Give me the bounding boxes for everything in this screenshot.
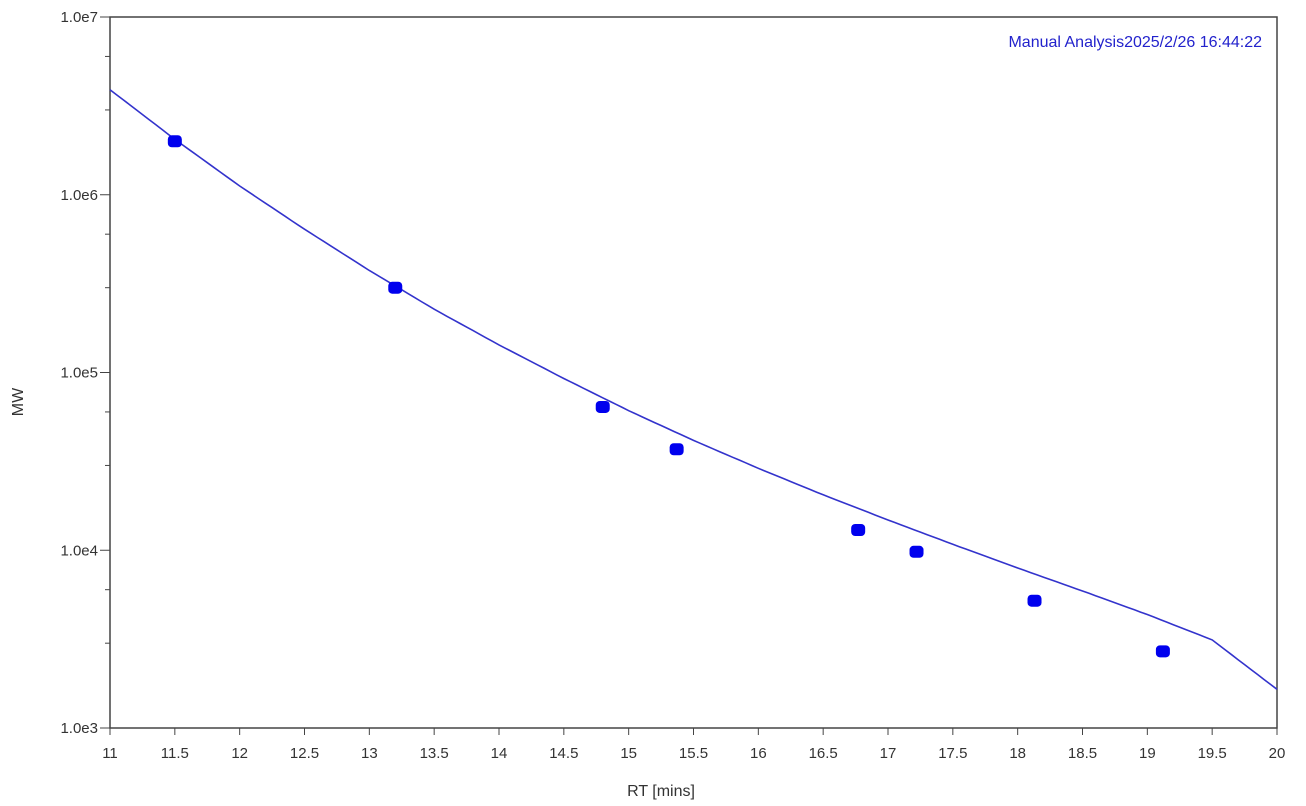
fit-curve-line xyxy=(109,89,1278,690)
x-axis-title: RT [mins] xyxy=(627,783,695,800)
x-tick-label: 17.5 xyxy=(938,745,967,762)
x-tick-label: 14 xyxy=(491,745,508,762)
x-tick-label: 16 xyxy=(750,745,767,762)
data-point xyxy=(909,545,924,558)
data-point xyxy=(669,443,684,456)
x-tick-label: 17 xyxy=(880,745,897,762)
data-point xyxy=(1027,594,1042,607)
data-point xyxy=(388,281,403,294)
x-tick-label: 18.5 xyxy=(1068,745,1097,762)
x-tick-label: 15.5 xyxy=(679,745,708,762)
x-tick-label: 20 xyxy=(1269,745,1286,762)
data-point xyxy=(851,523,866,536)
x-tick-label: 12 xyxy=(231,745,248,762)
x-tick-label: 13 xyxy=(361,745,378,762)
analysis-annotation: Manual Analysis2025/2/26 16:44:22 xyxy=(1008,34,1262,51)
y-tick-label: 1.0e5 xyxy=(60,365,98,382)
x-tick-label: 11.5 xyxy=(161,745,189,762)
data-point xyxy=(1155,645,1170,658)
data-point xyxy=(167,135,182,148)
plot-frame xyxy=(109,16,1278,729)
x-tick-label: 16.5 xyxy=(809,745,838,762)
x-tick-label: 18 xyxy=(1009,745,1026,762)
x-tick-label: 13.5 xyxy=(420,745,449,762)
data-point xyxy=(595,400,610,413)
y-axis-title: MW xyxy=(10,387,27,416)
x-tick-label: 11 xyxy=(102,745,118,762)
x-tick-label: 15 xyxy=(620,745,637,762)
x-tick-label: 19.5 xyxy=(1198,745,1227,762)
x-tick-label: 12.5 xyxy=(290,745,319,762)
y-tick-label: 1.0e4 xyxy=(60,542,98,559)
y-tick-label: 1.0e7 xyxy=(60,9,98,26)
y-tick-label: 1.0e6 xyxy=(60,187,98,204)
y-tick-label: 1.0e3 xyxy=(60,720,98,737)
x-tick-label: 14.5 xyxy=(549,745,578,762)
x-tick-label: 19 xyxy=(1139,745,1156,762)
